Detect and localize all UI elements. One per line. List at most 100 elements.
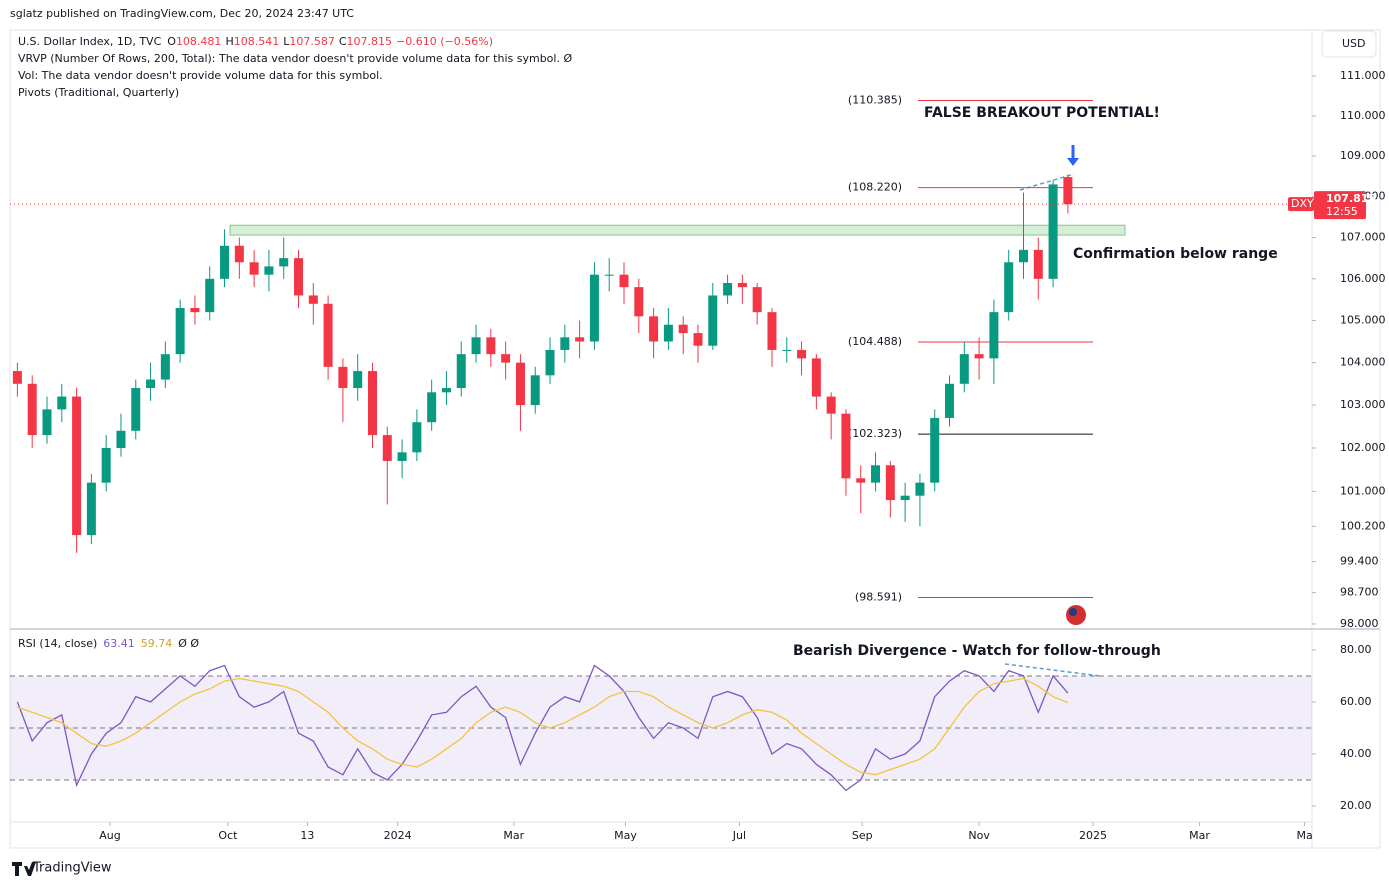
- ohlc-value: 107.815: [347, 35, 393, 48]
- candle-body: [471, 337, 481, 355]
- flag-icon: [1066, 605, 1086, 625]
- candle-body: [382, 435, 392, 461]
- ohlc-label: L: [283, 35, 290, 48]
- y-tick-label: 98.700: [1340, 586, 1379, 599]
- candle-body: [856, 478, 866, 483]
- y-tick-label: 109.000: [1340, 149, 1386, 162]
- candle-body: [27, 383, 37, 436]
- rsi-title: RSI (14, close): [18, 637, 97, 650]
- candle-body: [116, 430, 126, 449]
- y-tick-label: 102.000: [1340, 441, 1386, 454]
- candle-body: [101, 448, 111, 483]
- x-tick-label: 13: [300, 829, 314, 842]
- candle-body: [589, 274, 599, 342]
- x-tick-label: Oct: [218, 829, 238, 842]
- symbol-tag: [1288, 197, 1314, 212]
- y-tick-label: 80.00: [1340, 643, 1372, 656]
- candle-body: [412, 422, 422, 453]
- rsi-line: [17, 677, 1069, 776]
- candle-body: [427, 392, 437, 423]
- ohlc-value: 108.481: [176, 35, 222, 48]
- candle-body: [323, 303, 333, 367]
- candle-body: [42, 409, 52, 436]
- y-tick-label: 111.000: [1340, 69, 1386, 82]
- y-tick-label: 106.000: [1340, 272, 1386, 285]
- pivot-label: (98.591): [855, 591, 902, 604]
- ohlc-label: C: [339, 35, 347, 48]
- currency: USD: [1342, 37, 1366, 50]
- publisher: sglatz published on TradingView.com, Dec…: [10, 7, 354, 20]
- change: −0.610 (−0.56%): [396, 35, 493, 48]
- candle-body: [146, 379, 156, 389]
- indicator-legend: Pivots (Traditional, Quarterly): [18, 86, 179, 99]
- candle-body: [945, 383, 955, 418]
- candle-body: [900, 495, 910, 501]
- candle-body: [353, 371, 363, 389]
- candle-body: [441, 388, 451, 393]
- x-tick-label: Sep: [852, 829, 873, 842]
- pivot-label: (102.323): [848, 427, 902, 440]
- annotation: Confirmation below range: [1073, 246, 1278, 262]
- candle-body: [885, 465, 895, 501]
- candle-body: [190, 307, 200, 313]
- y-tick-label: 99.400: [1340, 555, 1379, 568]
- rsi-ma-value: 59.74: [141, 637, 173, 650]
- candle-body: [264, 266, 274, 275]
- annotation: Bearish Divergence - Watch for follow-th…: [793, 643, 1161, 659]
- candle-body: [131, 388, 141, 431]
- candle-body: [57, 396, 67, 410]
- x-tick-label: Aug: [99, 829, 120, 842]
- candle-body: [175, 307, 185, 355]
- candle-body: [723, 282, 733, 296]
- candle-body: [752, 287, 762, 313]
- candle-body: [456, 354, 466, 389]
- candle-body: [367, 371, 377, 436]
- candle-body: [1048, 184, 1058, 279]
- candle-body: [530, 375, 540, 406]
- x-tick-label: Mar: [503, 829, 524, 842]
- candle-body: [249, 262, 259, 275]
- ohlc-value: 108.541: [234, 35, 280, 48]
- candle-body: [205, 278, 215, 313]
- legend-main: U.S. Dollar Index, 1D, TVC O108.481 H108.5…: [18, 35, 493, 48]
- candle-body: [782, 349, 792, 351]
- symbol-title: U.S. Dollar Index, 1D, TVC: [18, 35, 162, 48]
- range-zone: [229, 224, 1126, 236]
- rsi-value: 63.41: [103, 637, 135, 650]
- candle-body: [560, 337, 570, 350]
- pivot-label: (104.488): [848, 335, 902, 348]
- pivot-label: (110.385): [848, 94, 902, 107]
- candle-body: [220, 245, 230, 279]
- candle-body: [294, 258, 304, 296]
- x-tick-label: May: [614, 829, 637, 842]
- candle-body: [1063, 177, 1073, 205]
- candle-body: [86, 482, 96, 536]
- candle-body: [12, 371, 22, 384]
- divergence-line: [1004, 663, 1101, 677]
- candle-body: [767, 312, 777, 350]
- candle-body: [930, 417, 940, 483]
- y-tick-label: 100.200: [1340, 519, 1386, 532]
- x-tick-label: Mar: [1189, 829, 1210, 842]
- rsi-line: [16, 664, 1069, 792]
- chart-frame: [9, 29, 1381, 849]
- candle-body: [1004, 262, 1014, 313]
- candle-body: [737, 282, 747, 288]
- currency-button[interactable]: [1321, 30, 1377, 58]
- y-tick-label: 103.000: [1340, 398, 1386, 411]
- annotation: FALSE BREAKOUT POTENTIAL!: [924, 105, 1160, 121]
- candle-body: [575, 337, 585, 342]
- candle-body: [915, 482, 925, 496]
- candle-body: [338, 366, 348, 389]
- candle-body: [397, 452, 407, 461]
- symbol: DXY: [1291, 197, 1314, 210]
- indicator-legend: Vol: The data vendor doesn't provide vol…: [18, 69, 383, 82]
- y-tick-label: 40.00: [1340, 747, 1372, 760]
- indicator-legend: VRVP (Number Of Rows, 200, Total): The d…: [18, 52, 572, 65]
- candle-body: [515, 362, 525, 406]
- rsi-legend: RSI (14, close) 63.41 59.74 Ø Ø: [18, 637, 199, 650]
- countdown: 12:55: [1326, 205, 1358, 218]
- rsi-extra: Ø Ø: [178, 637, 199, 650]
- candle-body: [841, 413, 851, 479]
- pivot-label: (108.220): [848, 181, 902, 194]
